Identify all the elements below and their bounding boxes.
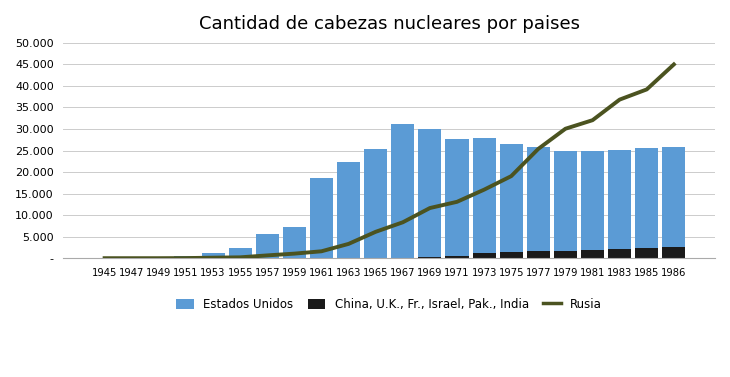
- Bar: [500, 144, 523, 252]
- Rusia: [344, 242, 353, 246]
- Rusia: [669, 62, 678, 67]
- Rusia: [236, 255, 245, 260]
- Rusia: [209, 255, 218, 260]
- Bar: [283, 227, 306, 258]
- Bar: [228, 248, 252, 258]
- Rusia: [100, 256, 109, 261]
- Bar: [147, 257, 170, 258]
- Title: Cantidad de cabezas nucleares por paises: Cantidad de cabezas nucleares por paises: [199, 15, 580, 33]
- Bar: [554, 251, 577, 258]
- Bar: [500, 252, 523, 258]
- Rusia: [263, 253, 272, 257]
- Rusia: [399, 220, 407, 225]
- Rusia: [317, 249, 326, 254]
- Rusia: [480, 187, 488, 192]
- Bar: [608, 150, 631, 249]
- Bar: [418, 129, 442, 257]
- Bar: [418, 257, 442, 258]
- Rusia: [588, 118, 597, 123]
- Rusia: [127, 256, 136, 261]
- Rusia: [615, 97, 624, 102]
- Rusia: [561, 126, 570, 131]
- Rusia: [155, 256, 164, 261]
- Bar: [662, 147, 685, 247]
- Bar: [662, 247, 685, 258]
- Bar: [364, 149, 387, 258]
- Bar: [391, 124, 415, 258]
- Rusia: [453, 199, 461, 204]
- Rusia: [426, 206, 434, 210]
- Bar: [445, 138, 469, 256]
- Bar: [554, 152, 577, 251]
- Rusia: [182, 256, 191, 261]
- Bar: [255, 234, 279, 258]
- Bar: [581, 151, 604, 250]
- Bar: [445, 256, 469, 258]
- Bar: [608, 249, 631, 258]
- Rusia: [290, 251, 299, 256]
- Rusia: [372, 230, 380, 234]
- Bar: [581, 250, 604, 258]
- Bar: [472, 253, 496, 258]
- Bar: [472, 138, 496, 253]
- Rusia: [534, 147, 542, 151]
- Bar: [635, 248, 658, 258]
- Bar: [337, 162, 360, 258]
- Bar: [635, 148, 658, 248]
- Rusia: [507, 174, 515, 178]
- Rusia: [642, 87, 651, 92]
- Line: Rusia: Rusia: [104, 64, 674, 258]
- Bar: [201, 253, 225, 258]
- Bar: [310, 178, 333, 258]
- Bar: [174, 256, 197, 258]
- Legend: Estados Unidos, China, U.K., Fr., Israel, Pak., India, Rusia: Estados Unidos, China, U.K., Fr., Israel…: [170, 292, 608, 317]
- Bar: [527, 147, 550, 251]
- Bar: [527, 251, 550, 258]
